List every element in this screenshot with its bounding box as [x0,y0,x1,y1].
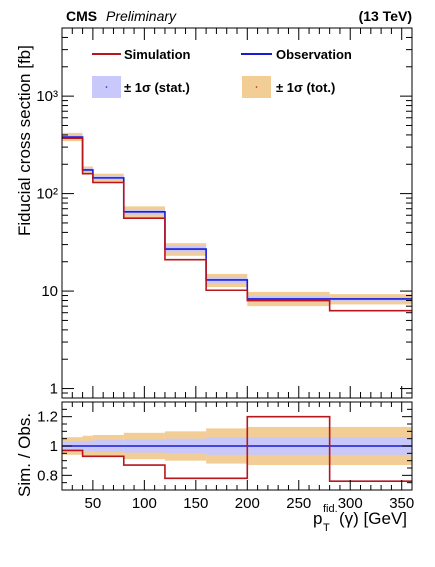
x-tick-label: 250 [286,495,311,512]
ratio-y-tick-label: 1 [50,438,58,455]
x-tick-label: 350 [389,495,414,512]
x-axis-title-superscript: fid. [323,503,338,515]
y-tick-label: 10 [41,283,58,300]
top-axis-ticks [61,27,413,399]
x-tick-label: 200 [235,495,260,512]
legend-stat-label: ± 1σ (stat.) [124,80,190,95]
legend-stat-marker [105,86,108,88]
legend-simulation-label: Simulation [124,47,191,62]
x-tick-label: 50 [85,495,102,512]
x-axis-title-base: p [313,509,322,528]
legend-tot-label: ± 1σ (tot.) [276,80,335,95]
top-y-tick-labels: 1 10 10² 10³ [36,88,58,397]
ratio-y-tick-label: 0.8 [37,467,58,484]
ratio-y-tick-label: 1.2 [37,409,58,426]
ratio-histogram-lines [62,415,412,482]
x-axis-title-subscript: T [323,522,330,534]
y-tick-label: 10² [36,186,58,203]
cross-section-panel: 1 10 10² 10³ [36,27,413,399]
energy-label: (13 TeV) [359,8,412,24]
legend-observation-label: Observation [276,47,352,62]
y-tick-label: 1 [50,381,58,398]
status-label: Preliminary [106,8,177,24]
top-y-axis-title: Fiducial cross section [fb] [15,45,34,236]
x-tick-label: 300 [338,495,363,512]
x-axis-title-rest: (γ) [GeV] [339,509,407,528]
bottom-axis-ticks [61,402,413,490]
histogram-lines [62,136,412,312]
simulation-line [62,137,412,312]
x-tick-labels: 50 100 150 200 250 300 350 [85,495,415,512]
x-tick-label: 100 [132,495,157,512]
y-tick-label: 10³ [36,88,58,105]
ratio-panel: 0.8 1 1.2 50 100 150 200 250 300 350 [37,401,415,512]
x-axis-title: p T fid. (γ) [GeV] [313,503,407,534]
x-tick-label: 150 [183,495,208,512]
legend: Simulation Observation ± 1σ (stat.) ± 1σ… [92,47,352,98]
bottom-y-tick-labels: 0.8 1 1.2 [37,409,58,485]
ratio-simulation-line [62,415,412,482]
experiment-label: CMS [66,8,97,24]
legend-tot-marker [255,86,258,88]
bottom-y-axis-title: Sim. / Obs. [15,413,34,497]
